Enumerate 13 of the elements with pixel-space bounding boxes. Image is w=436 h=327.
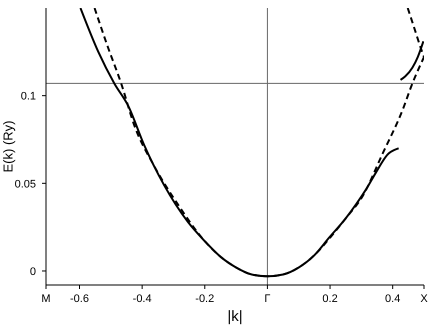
y-tick-label: 0 xyxy=(30,266,36,278)
y-tick-label: 0.1 xyxy=(20,90,36,103)
y-axis-title: E(k) (Ry) xyxy=(0,120,16,172)
x-tick-label: -0.6 xyxy=(70,293,89,305)
x-tick-label: X xyxy=(420,293,428,305)
x-axis-title: |k| xyxy=(227,308,243,325)
x-tick-label: 0.2 xyxy=(322,293,338,305)
x-tick-label: 0.4 xyxy=(385,293,400,305)
x-tick-label: -0.4 xyxy=(132,293,152,305)
x-tick-label: M xyxy=(41,293,51,305)
x-tick-label: -0.2 xyxy=(195,293,214,305)
x-tick-label: Γ xyxy=(264,293,270,305)
y-tick-label: 0.05 xyxy=(14,178,36,190)
